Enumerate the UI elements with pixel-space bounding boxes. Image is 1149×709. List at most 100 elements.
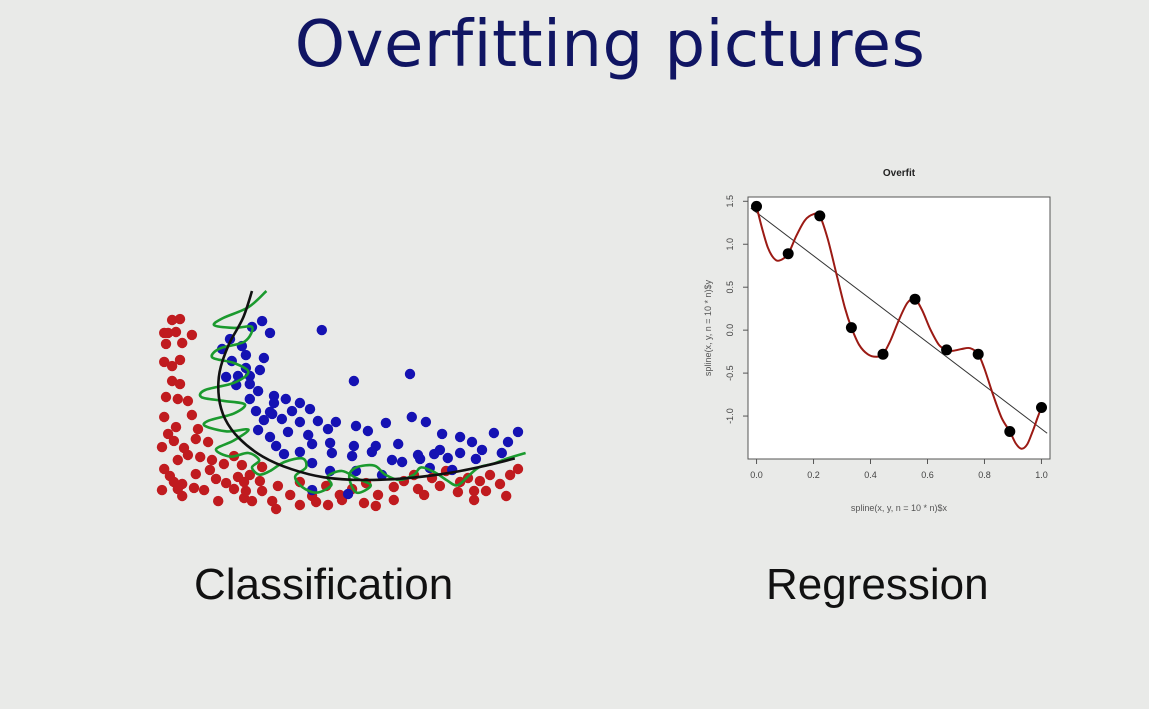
red-point: [322, 499, 334, 511]
blue-point: [258, 414, 270, 426]
red-point: [170, 421, 182, 433]
red-point: [195, 451, 206, 463]
classification-points: [156, 313, 524, 515]
red-point: [188, 482, 200, 494]
blue-point: [434, 444, 446, 456]
red-point: [210, 473, 222, 485]
red-point: [244, 469, 255, 481]
blue-point: [270, 440, 282, 452]
blue-point: [454, 447, 466, 459]
blue-point: [264, 431, 276, 443]
blue-point: [322, 423, 334, 435]
blue-point: [386, 454, 398, 466]
blue-point: [250, 405, 262, 417]
y-tick-label: 1.5: [725, 195, 735, 208]
blue-point: [380, 417, 392, 429]
red-point: [206, 454, 218, 466]
blue-point: [470, 453, 482, 465]
data-point: [972, 348, 984, 360]
blue-point: [220, 371, 232, 383]
x-tick-label: 0.6: [921, 470, 934, 480]
overfit-decision-boundary: [198, 290, 526, 495]
blue-point: [350, 420, 362, 432]
x-tick-label: 1.0: [1035, 470, 1048, 480]
red-point: [240, 485, 252, 497]
red-point: [162, 327, 174, 339]
regression-lines: [750, 206, 1048, 450]
blue-point: [396, 456, 408, 468]
blue-point: [276, 413, 288, 425]
red-point: [172, 483, 183, 495]
blue-point: [502, 436, 514, 448]
x-tick-label: 0.8: [978, 470, 991, 480]
red-point: [159, 411, 170, 423]
red-point: [434, 480, 446, 492]
blue-point: [312, 415, 324, 427]
data-point: [814, 210, 826, 222]
slide-title: Overfitting pictures: [294, 8, 926, 82]
red-point: [174, 354, 186, 366]
blue-point: [406, 411, 417, 423]
red-point: [174, 378, 186, 390]
blue-point: [280, 393, 291, 405]
blue-point: [316, 324, 327, 336]
x-tick-label: 0.4: [864, 470, 877, 480]
blue-point: [282, 426, 294, 438]
blue-point: [466, 436, 478, 448]
red-point: [159, 463, 170, 475]
red-point: [272, 480, 284, 492]
red-point: [192, 423, 204, 435]
blue-point: [254, 364, 266, 376]
red-point: [236, 459, 248, 471]
red-point: [190, 433, 201, 445]
classification-chart: [156, 290, 526, 515]
data-point: [845, 322, 857, 334]
y-tick-label: -1.0: [725, 408, 735, 424]
blue-point: [346, 450, 358, 462]
blue-point: [366, 446, 378, 458]
blue-point: [252, 424, 264, 436]
blue-point: [488, 427, 500, 439]
red-point: [182, 395, 194, 407]
red-point: [310, 496, 322, 508]
red-point: [494, 478, 506, 490]
red-point: [238, 476, 250, 488]
blue-point: [258, 352, 270, 364]
blue-point: [244, 378, 255, 390]
data-point: [1004, 426, 1016, 437]
red-point: [256, 461, 268, 473]
smooth-decision-boundary: [217, 290, 516, 482]
red-point: [370, 500, 381, 512]
blue-point: [420, 416, 432, 428]
blue-point: [267, 408, 278, 420]
red-point: [204, 464, 216, 476]
blue-point: [294, 446, 306, 458]
y-tick-label: 1.0: [725, 238, 735, 251]
red-point: [468, 485, 480, 497]
blue-point: [294, 416, 306, 428]
blue-point: [342, 488, 354, 500]
blue-point: [393, 438, 404, 450]
red-point: [166, 314, 178, 326]
regression-points: [751, 200, 1047, 437]
regression-axes: Overfit 0.0 0.2 0.4 0.6 0.8 1.0 -1.0 -0.5 0.0 0.5 1…: [703, 168, 1051, 513]
blue-point: [278, 448, 290, 460]
data-point: [1036, 402, 1047, 413]
regression-chart: Overfit 0.0 0.2 0.4 0.6 0.8 1.0 -1.0 -0.5 0.0 0.5 1…: [703, 168, 1051, 513]
red-point: [504, 469, 516, 481]
red-point: [388, 481, 399, 493]
blue-point: [404, 368, 416, 380]
red-point: [267, 495, 278, 507]
red-point: [159, 356, 170, 368]
blue-point: [442, 452, 453, 464]
red-point: [294, 499, 306, 511]
blue-point: [256, 315, 268, 327]
red-point: [166, 360, 178, 372]
red-point: [186, 329, 198, 341]
red-point: [285, 489, 296, 501]
data-point: [909, 293, 921, 305]
blue-point: [326, 447, 338, 459]
blue-point: [264, 327, 276, 339]
red-point: [160, 391, 172, 403]
spline-curve: [755, 206, 1043, 450]
